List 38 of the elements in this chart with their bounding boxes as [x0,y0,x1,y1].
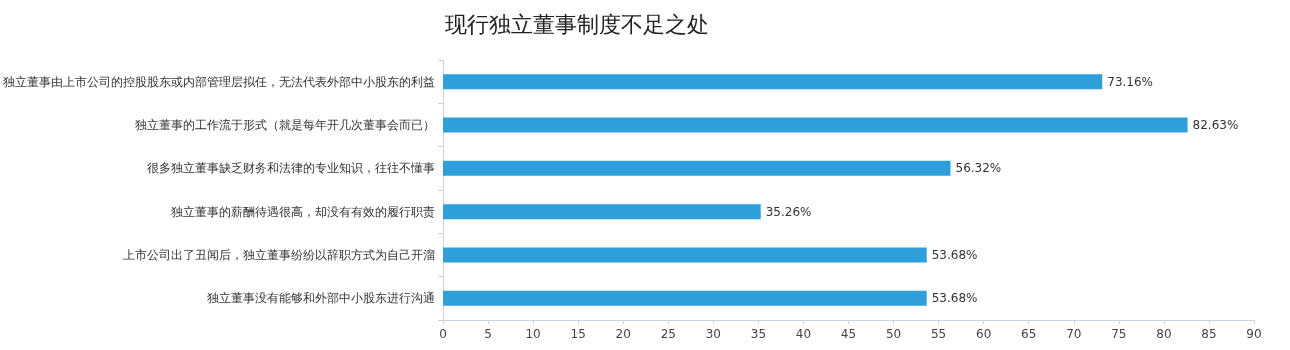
data-label: 53.68% [931,248,978,262]
x-tick-label: 60 [976,327,992,341]
bar [443,160,951,176]
x-tick-label: 5 [484,327,492,341]
x-tick-label: 40 [795,327,812,341]
y-tick-label: 独立董事的薪酬待遇很高，却没有有效的履行职责 [171,204,435,219]
data-label: 35.26% [765,204,812,219]
y-tick-label: 很多独立董事缺乏财务和法律的专业知识，往往不懂事 [147,161,435,176]
x-tick-label: 25 [660,327,676,341]
bar [443,290,927,306]
data-label: 82.63% [1192,118,1239,132]
x-tick-label: 20 [615,327,631,341]
x-tick-label: 0 [439,327,447,341]
y-tick-label: 独立董事的工作流于形式（就是每年开几次董事会而已） [135,118,435,132]
x-tick-label: 35 [750,327,767,341]
x-tick-label: 80 [1156,327,1172,341]
x-tick-label: 75 [1111,327,1127,341]
x-tick-label: 85 [1201,327,1217,341]
y-tick-label: 独立董事由上市公司的控股股东或内部管理层拟任，无法代表外部中小股东的利益 [3,74,435,89]
bar [443,74,1103,90]
x-tick-label: 65 [1021,327,1037,341]
bar [443,117,1188,133]
x-tick-label: 70 [1066,327,1082,341]
x-tick-label: 50 [885,327,902,341]
x-tick-label: 45 [840,327,857,341]
x-tick-label: 90 [1246,327,1262,341]
bar [443,247,927,263]
data-label: 53.68% [931,291,978,306]
chart-title: 现行独立董事制度不足之处 [445,11,709,37]
bar [443,204,761,220]
data-label: 56.32% [955,161,1002,176]
y-tick-label: 上市公司出了丑闻后，独立董事纷纷以辞职方式为自己开溜 [123,248,435,262]
x-tick-label: 55 [930,327,947,341]
x-tick-label: 15 [570,327,586,341]
x-tick-label: 30 [705,327,721,341]
data-label: 73.16% [1107,74,1154,89]
x-tick-label: 10 [525,327,541,341]
y-tick-label: 独立董事没有能够和外部中小股东进行沟通 [207,291,435,306]
